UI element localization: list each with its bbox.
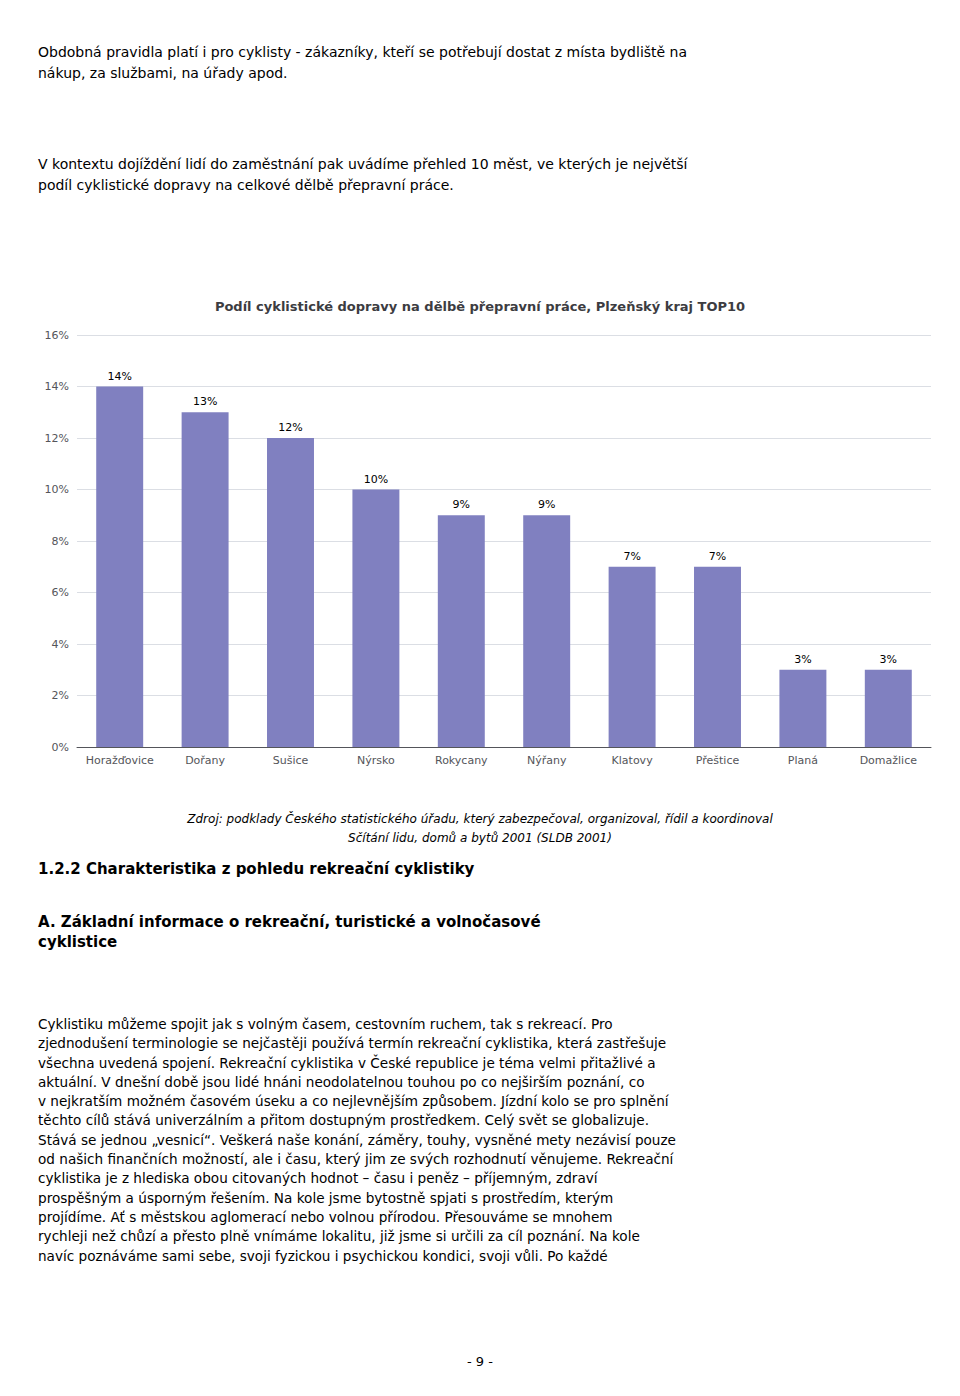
html-text:podíl cyklistické dopravy na c: podíl cyklistické dopravy na celkové děl… <box>38 177 454 193</box>
svg-text:8%: 8% <box>52 535 69 548</box>
svg-text:16%: 16% <box>45 329 69 342</box>
svg-text:Dořany: Dořany <box>185 754 225 767</box>
svg-text:Nýrsko: Nýrsko <box>357 754 395 767</box>
svg-text:10%: 10% <box>45 483 69 496</box>
svg-text:Přeštice: Přeštice <box>696 754 740 767</box>
svg-text:13%: 13% <box>193 395 217 408</box>
svg-text:Sušice: Sušice <box>273 754 309 767</box>
svg-text:7%: 7% <box>709 550 726 563</box>
html-text:zjednodušení terminologie se n: zjednodušení terminologie se nejčastěji … <box>38 1035 667 1052</box>
svg-text:Domažlice: Domažlice <box>860 754 918 767</box>
html-text:aktuální. V dnešní době jsou l: aktuální. V dnešní době jsou lidé hnáni … <box>38 1073 645 1090</box>
html-text:1.2.2 Charakteristika z pohled: 1.2.2 Charakteristika z pohledu rekreačn… <box>38 860 475 878</box>
html-text:těchto cílů stává univerzálním: těchto cílů stává univerzálním a přitom … <box>38 1112 649 1129</box>
html-text:Sčítání lidu, domů a bytů 2001: Sčítání lidu, domů a bytů 2001 (SLDB 200… <box>348 831 612 846</box>
html-text:prospěšným a úsporným řešením.: prospěšným a úsporným řešením. Na kole j… <box>38 1189 614 1206</box>
svg-text:Nýřany: Nýřany <box>527 754 567 767</box>
html-text:projídíme. Ať s městskou aglom: projídíme. Ať s městskou aglomerací nebo… <box>38 1209 613 1225</box>
html-text:A. Základní informace o rekrea: A. Základní informace o rekreační, turis… <box>38 913 541 931</box>
svg-text:Horažďovice: Horažďovice <box>86 754 154 767</box>
svg-text:6%: 6% <box>52 586 69 599</box>
svg-text:3%: 3% <box>794 653 811 666</box>
svg-text:7%: 7% <box>623 550 640 563</box>
html-text:Zdroj: podklady Českého statis: Zdroj: podklady Českého statistického úř… <box>187 812 773 826</box>
svg-text:9%: 9% <box>453 498 470 511</box>
html-text:v nejkratším možném časovém ús: v nejkratším možném časovém úseku a co n… <box>38 1093 669 1110</box>
svg-text:12%: 12% <box>45 432 69 445</box>
svg-text:Planá: Planá <box>788 754 818 767</box>
svg-text:14%: 14% <box>107 370 131 383</box>
html-text:V kontextu dojíždění lidí do z: V kontextu dojíždění lidí do zaměstnání … <box>38 156 688 172</box>
svg-text:2%: 2% <box>52 689 69 702</box>
svg-text:3%: 3% <box>880 653 897 666</box>
svg-text:12%: 12% <box>278 421 302 434</box>
html-text:navíc poznáváme sami sebe, svo: navíc poznáváme sami sebe, svoji fyzicko… <box>38 1247 608 1264</box>
svg-text:0%: 0% <box>52 741 69 754</box>
svg-text:Podíl cyklistické dopravy na d: Podíl cyklistické dopravy na dělbě přepr… <box>215 299 745 314</box>
html-text:Cyklistiku můžeme spojit jak s: Cyklistiku můžeme spojit jak s volným ča… <box>38 1016 613 1032</box>
svg-text:10%: 10% <box>364 473 388 486</box>
html-text:nákup, za službami, na úřady a: nákup, za službami, na úřady apod. <box>38 65 288 81</box>
html-text:- 9 -: - 9 - <box>467 1354 493 1369</box>
html-text:rychleji než chůzí a přesto pl: rychleji než chůzí a přesto plně vnímáme… <box>38 1228 640 1245</box>
svg-text:9%: 9% <box>538 498 555 511</box>
html-text:cyklistice: cyklistice <box>38 933 118 952</box>
svg-text:14%: 14% <box>45 380 69 393</box>
html-text:od našich finančních možností,: od našich finančních možností, ale i čas… <box>38 1151 674 1168</box>
svg-text:4%: 4% <box>52 638 69 651</box>
html-text:Obdobná pravidla platí i pro c: Obdobná pravidla platí i pro cyklisty - … <box>38 44 688 60</box>
svg-text:Klatovy: Klatovy <box>612 754 654 767</box>
html-text:všechna uvedená spojení. Rekre: všechna uvedená spojení. Rekreační cykli… <box>38 1054 656 1071</box>
svg-text:Rokycany: Rokycany <box>435 754 488 767</box>
html-text:Stává se jednou „vesnicí“. Veš: Stává se jednou „vesnicí“. Veškerá naše … <box>38 1131 676 1148</box>
html-text:cyklistika je z hlediska obou: cyklistika je z hlediska obou citovaných… <box>38 1170 598 1187</box>
